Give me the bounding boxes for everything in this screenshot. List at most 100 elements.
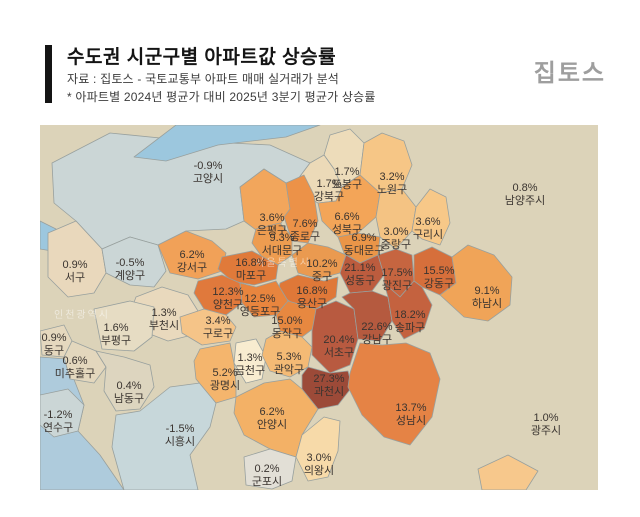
region-label-동대문구: 동대문구 [344, 244, 384, 257]
region-label-중구: 중구 [312, 271, 332, 283]
region-서초구 [311, 300, 359, 374]
region-value-노원구: 3.2% [379, 171, 404, 183]
region-마포구 [217, 250, 279, 286]
region-value-관악구: 5.3% [276, 351, 301, 363]
region-성남시 [347, 342, 441, 446]
region-value-고양시: -0.9% [194, 160, 223, 172]
region-label-구로구: 구로구 [203, 328, 233, 340]
region-연수구 [40, 388, 85, 438]
region-value-과천시: 27.3% [313, 373, 344, 385]
choropleth-map: 서울특별시 인천광역시 -0.9% 고양시 0.9% 서구 -0.5% 계양구 1.3% 부천시 1… [40, 125, 598, 490]
region-label-용산구: 용산구 [297, 297, 327, 310]
region-value-안양시: 6.2% [259, 406, 284, 418]
region-value-도봉구: 1.7% [334, 166, 359, 178]
region-label-은평구: 은평구 [257, 224, 287, 237]
region-label-강서구: 강서구 [177, 261, 207, 274]
region-value-하남시: 9.1% [474, 285, 499, 297]
region-value-성동구: 21.1% [344, 262, 375, 274]
region-label-시흥시: 시흥시 [165, 434, 195, 448]
region-value-영등포구: 12.5% [244, 293, 275, 305]
source-line-2: * 아파트별 2024년 평균가 대비 2025년 3분기 평균가 상승률 [67, 90, 376, 104]
region-label-광명시: 광명시 [210, 379, 240, 392]
region-시흥시 [111, 382, 217, 490]
region-label-강남구: 강남구 [362, 333, 392, 346]
region-label-노원구: 노원구 [377, 183, 407, 196]
region-서구 [47, 220, 107, 298]
region-value-시흥시: -1.5% [166, 423, 195, 435]
region-value-강남구: 22.6% [361, 321, 392, 333]
region-label-구리시: 구리시 [413, 228, 443, 241]
region-label-성남시: 성남시 [396, 414, 426, 427]
region-value-송파구: 18.2% [394, 309, 425, 321]
region-서대문구 [251, 222, 293, 266]
region-양천구 [193, 274, 243, 316]
region-value-광명시: 5.2% [212, 367, 237, 379]
page-title: 수도권 시군구별 아파트값 상승률 [67, 47, 337, 68]
region-label-동구: 동구 [44, 345, 64, 357]
region-value-서초구: 20.4% [323, 334, 354, 346]
region-label-마포구: 마포구 [236, 269, 266, 282]
region-label-영등포구: 영등포구 [240, 305, 280, 318]
region-label-고양시: 고양시 [193, 172, 223, 185]
region-label-종로구: 종로구 [290, 231, 320, 243]
map-watermark: 서울특별시 [255, 257, 311, 269]
region-label-미추홀구: 미추홀구 [55, 367, 95, 380]
region-label-동작구: 동작구 [272, 327, 302, 340]
region-value-부천시: 1.3% [151, 307, 176, 319]
region-구로구 [179, 308, 237, 346]
map-svg: 서울특별시인천광역시-0.9%고양시0.9%서구-0.5%계양구1.3%부천시1… [40, 125, 598, 490]
region-label-양천구: 양천구 [213, 297, 243, 311]
header: 수도권 시군구별 아파트값 상승률 자료 : 집토스 - 국토교통부 아파트 매… [67, 42, 487, 105]
region-value-군포시: 0.2% [254, 463, 279, 475]
region-value-계양구: -0.5% [116, 257, 145, 269]
region-value-중구: 10.2% [306, 258, 337, 270]
region-label-강동구: 강동구 [424, 277, 454, 290]
region-value-서구: 0.9% [62, 259, 87, 271]
source-line-1: 자료 : 집토스 - 국토교통부 아파트 매매 실거래가 분석 [67, 72, 340, 86]
region-label-도봉구: 도봉구 [332, 178, 362, 191]
region-value-부평구: 1.6% [103, 322, 128, 334]
region-label-부평구: 부평구 [101, 334, 131, 347]
region-value-구로구: 3.4% [205, 315, 230, 327]
region-value-종로구: 7.6% [292, 218, 317, 230]
title-accent-bar [45, 45, 52, 103]
region-label-송파구: 송파구 [395, 321, 425, 334]
region-value-강북구: 1.7% [316, 178, 341, 190]
region-label-서초구: 서초구 [324, 346, 354, 359]
region-label-금천구: 금천구 [235, 363, 265, 377]
region-label-강북구: 강북구 [314, 190, 344, 203]
region-의왕시 [295, 416, 341, 482]
region-label-군포시: 군포시 [252, 476, 282, 488]
region-label-성동구: 성동구 [345, 274, 375, 287]
region-value-용산구: 16.8% [296, 285, 327, 297]
region-label-하남시: 하남시 [472, 296, 502, 310]
region-label-과천시: 과천시 [314, 384, 344, 398]
region-value-의왕시: 3.0% [306, 452, 331, 464]
region-value-동대문구: 6.9% [351, 232, 376, 244]
region-label-서대문구: 서대문구 [262, 244, 302, 257]
region-value-동작구: 15.0% [271, 315, 302, 327]
region-label-관악구: 관악구 [274, 363, 304, 376]
region-value-미추홀구: 0.6% [62, 355, 87, 367]
region-label-성북구: 성북구 [332, 223, 362, 236]
region-value-광주시: 1.0% [533, 412, 558, 424]
region-구리시 [411, 188, 451, 246]
region-label-광진구: 광진구 [382, 279, 412, 292]
region-value-구리시: 3.6% [415, 216, 440, 228]
region-하남시 [439, 244, 513, 322]
region-value-광진구: 17.5% [381, 267, 412, 279]
region-성동구 [339, 254, 385, 294]
region-value-남양주시: 0.8% [512, 182, 537, 194]
region-군포시 [243, 448, 297, 490]
region-과천시 [301, 366, 353, 410]
region-label-안양시: 안양시 [257, 418, 287, 431]
region-계양구 [101, 236, 167, 288]
region-label-연수구: 연수구 [43, 421, 73, 434]
region-광명시 [193, 342, 237, 404]
map-watermark: 인천광역시 [54, 309, 110, 321]
region-value-서대문구: 9.3% [269, 232, 294, 244]
region-water [133, 125, 321, 162]
region-label-서구: 서구 [65, 271, 85, 284]
region-부평구 [93, 300, 155, 352]
